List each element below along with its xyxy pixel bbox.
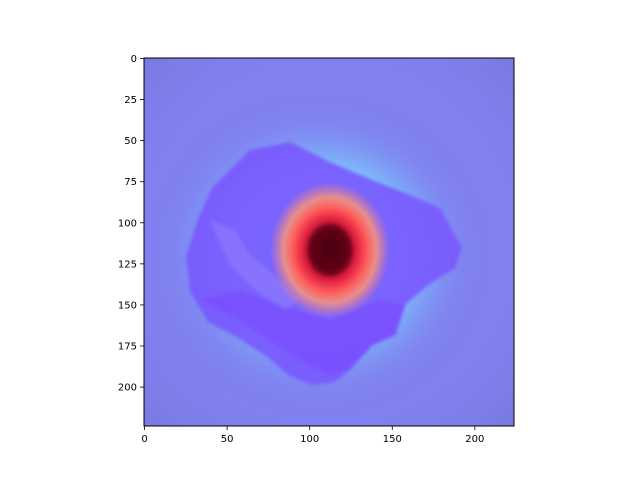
y-tick-label: 175: [118, 342, 137, 353]
heatmap-image: [144, 58, 514, 426]
x-tick-label: 200: [465, 434, 484, 445]
x-tick-label: 150: [383, 434, 402, 445]
y-tick-label: 200: [118, 383, 137, 394]
y-tick-label: 0: [131, 54, 137, 65]
object-texture: [210, 220, 300, 310]
y-tick-label: 75: [124, 177, 137, 188]
y-tick-label: 25: [124, 95, 137, 106]
hotspot-core: [308, 224, 352, 276]
x-axis: 0 50 100 150 200: [141, 426, 484, 445]
x-tick-label: 100: [300, 434, 319, 445]
y-tick-label: 100: [118, 218, 137, 229]
y-tick-label: 150: [118, 300, 137, 311]
y-tick-label: 50: [124, 136, 137, 147]
axes-frame: [143, 57, 515, 427]
y-tick-label: 125: [118, 259, 137, 270]
x-tick-label: 0: [141, 434, 147, 445]
x-tick-label: 50: [221, 434, 234, 445]
y-axis: 0 25 50 75 100 125 150 175 200: [118, 54, 144, 394]
